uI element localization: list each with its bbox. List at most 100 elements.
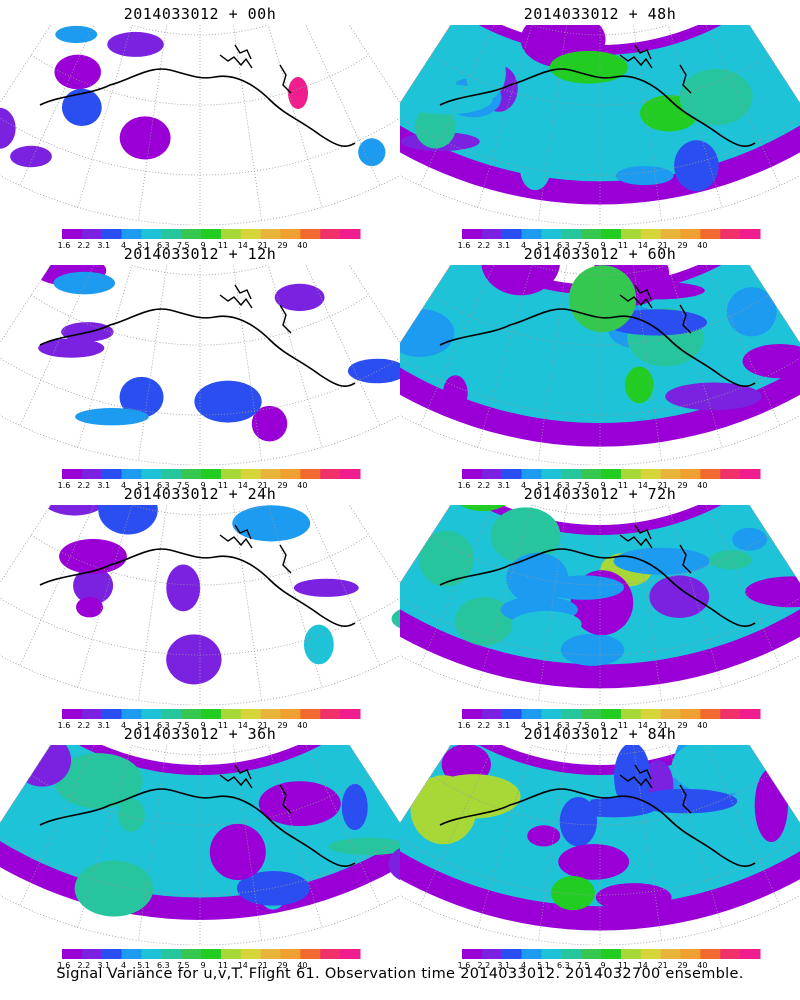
colorbar-swatch [62, 229, 83, 239]
colorbar-labels: 1.6 2.2 3.1 4 5.1 6.3 7.5 9 11 14 21 29 40 [458, 241, 760, 253]
panel-title: 2014033012 + 00h [123, 5, 277, 23]
variance-map [400, 505, 800, 705]
map-panel: 2014033012 + 24h 1.6 2.2 3.1 4 5.1 6.3 7.5 9 11 14… [0, 485, 400, 730]
arctic-islands [619, 44, 692, 94]
colorbar-swatch [101, 469, 123, 479]
colorbar-tick-label: 5.1 [537, 241, 550, 250]
lat-lon-grid [0, 265, 400, 465]
colorbar-swatch [240, 229, 262, 239]
colorbar-swatch [620, 709, 642, 719]
colorbar-tick-label: 3.1 [497, 481, 511, 490]
colorbar-tick-label: 6.3 [556, 721, 570, 730]
colorbar-swatch [620, 229, 642, 239]
colorbar-swatch [340, 229, 361, 239]
colorbar-tick-label: 11 [217, 721, 229, 730]
colorbar-tick-label: 7.5 [176, 241, 190, 250]
colorbar-swatch [521, 709, 542, 719]
variance-map [0, 505, 400, 705]
colorbar-swatch [300, 949, 321, 959]
colorbar-swatch [320, 709, 341, 719]
colorbar-swatch [201, 229, 222, 239]
variance-field [400, 25, 800, 205]
colorbar-swatch [161, 229, 182, 239]
colorbar-swatch [700, 229, 721, 239]
colorbar-swatch [581, 709, 602, 719]
colorbar-swatch [481, 469, 503, 479]
arctic-islands [219, 524, 292, 574]
colorbar-swatch [581, 949, 602, 959]
colorbar-tick-label: 40 [697, 481, 708, 490]
colorbar-labels: 1.6 2.2 3.1 4 5.1 6.3 7.5 9 11 14 21 29 40 [58, 481, 360, 493]
colorbar-swatch [462, 949, 483, 959]
colorbar-tick-label: 29 [277, 721, 288, 730]
colorbar-labels: 1.6 2.2 3.1 4 5.1 6.3 7.5 9 11 14 21 29 40 [58, 721, 360, 733]
colorbar-swatch [601, 229, 622, 239]
colorbar-swatch [620, 949, 642, 959]
colorbar-tick-label: 14 [637, 961, 648, 970]
panel-title: 2014033012 + 84h [523, 725, 677, 743]
colorbar-swatch [521, 949, 542, 959]
colorbar-tick-label: 3.1 [97, 241, 111, 250]
variance-map [0, 265, 400, 465]
colorbar-swatch [601, 469, 622, 479]
colorbar-tick-label: 5.1 [137, 241, 150, 250]
colorbar [462, 469, 761, 479]
colorbar [462, 229, 761, 239]
colorbar-tick-label: 6.3 [556, 481, 570, 490]
variance-field [400, 745, 800, 931]
colorbar-swatch [581, 229, 602, 239]
colorbar-tick-label: 1.6 [457, 241, 471, 250]
colorbar-tick-label: 9 [600, 481, 606, 490]
colorbar-swatch [240, 949, 262, 959]
colorbar-tick-label: 2.2 [77, 241, 91, 250]
colorbar-swatch [601, 709, 622, 719]
colorbar-swatch [181, 709, 202, 719]
map-panel: 2014033012 + 12h 1.6 2.2 3.1 4 5.1 6.3 7.5 9 11 14… [0, 245, 400, 490]
colorbar-swatch [181, 949, 202, 959]
colorbar-tick-label: 40 [297, 481, 308, 490]
colorbar-tick-label: 11 [617, 721, 629, 730]
panel-title: 2014033012 + 36h [123, 725, 277, 743]
colorbar-swatch [501, 709, 523, 719]
colorbar-tick-label: 9 [200, 481, 206, 490]
colorbar-swatch [720, 709, 741, 719]
colorbar-tick-label: 4 [121, 481, 127, 490]
colorbar-swatch [462, 709, 483, 719]
colorbar-tick-label: 3.1 [97, 481, 111, 490]
colorbar-swatch [161, 469, 182, 479]
colorbar-swatch [220, 469, 242, 479]
colorbar-tick-label: 21 [257, 241, 268, 250]
colorbar-swatch [740, 709, 761, 719]
colorbar-tick-label: 2.2 [477, 961, 491, 970]
coastline [439, 308, 756, 387]
colorbar-tick-label: 5.1 [537, 961, 550, 970]
variance-map [400, 265, 800, 465]
colorbar-swatch [141, 469, 162, 479]
colorbar-swatch [720, 949, 741, 959]
colorbar-swatch [660, 469, 682, 479]
colorbar-swatch [81, 229, 103, 239]
coastline [39, 788, 356, 867]
colorbar-swatch [521, 229, 542, 239]
coastline [39, 68, 356, 147]
colorbar-tick-label: 6.3 [156, 241, 170, 250]
colorbar [62, 709, 361, 719]
colorbar-swatch [240, 709, 262, 719]
panel-title: 2014033012 + 48h [523, 5, 677, 23]
colorbar-tick-label: 14 [637, 721, 648, 730]
arctic-islands [619, 284, 692, 334]
colorbar-tick-label: 14 [637, 481, 648, 490]
colorbar-swatch [462, 469, 483, 479]
colorbar-tick-label: 40 [297, 961, 308, 970]
colorbar-tick-label: 6.3 [156, 961, 170, 970]
colorbar-swatch [220, 949, 242, 959]
colorbar-swatch [300, 709, 321, 719]
colorbar-tick-label: 40 [697, 721, 708, 730]
colorbar [62, 469, 361, 479]
arctic-islands [219, 44, 292, 94]
colorbar-swatch [541, 949, 562, 959]
colorbar [462, 949, 761, 959]
colorbar-swatch [740, 469, 761, 479]
map-panel: 2014033012 + 60h 1.6 2.2 3.1 4 5.1 6.3 7.5 9 11 14… [400, 245, 800, 490]
colorbar-swatch [121, 949, 142, 959]
